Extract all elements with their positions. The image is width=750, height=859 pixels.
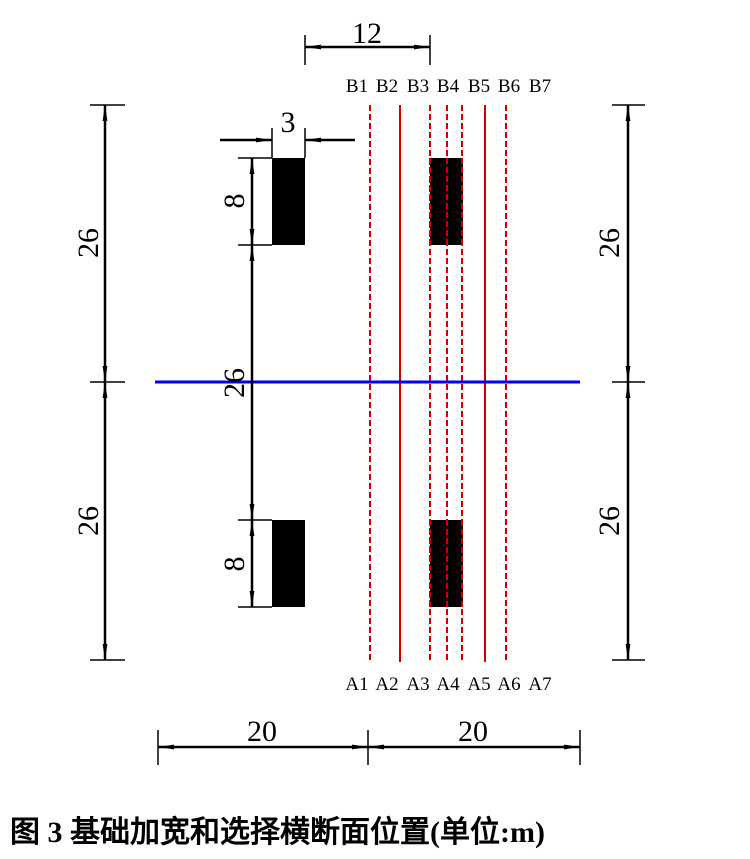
dim-label: 20 [247,715,277,748]
section-label: B5 [468,76,490,97]
dim-top: 12 [304,17,431,65]
section-label: A3 [406,674,429,695]
dim-left: 26 26 [72,104,125,661]
section-label: A6 [497,674,520,695]
section-labels: B1 B2 B3 B4 B5 B6 B7 A1 A2 A3 A4 A5 A6 A7 [345,76,551,695]
caption: 图 3 基础加宽和选择横断面位置(单位:m) [10,815,545,849]
dim-label: 8 [218,194,251,209]
dim-label: 26 [593,228,626,258]
dim-width: 3 [220,106,355,158]
section-label: B4 [437,76,460,97]
foundations [272,158,463,607]
dim-bottom: 20 20 [157,715,581,765]
dim-label: 26 [72,228,105,258]
dim-label: 20 [458,715,488,748]
section-label: B2 [376,76,398,97]
section-label: A7 [528,674,551,695]
dim-label: 8 [218,557,251,572]
dim-right: 26 26 [593,104,645,661]
dim-label: 26 [72,506,105,536]
dim-label: 12 [352,17,382,50]
dim-inner: 8 26 8 [218,157,272,608]
section-label: B7 [529,76,551,97]
section-label: A1 [345,674,368,695]
section-label: A2 [375,674,398,695]
dim-label: 26 [593,506,626,536]
dim-label: 3 [281,106,296,139]
section-label: B3 [407,76,429,97]
section-label: A4 [436,674,460,695]
section-label: B1 [346,76,368,97]
section-label: A5 [467,674,490,695]
dim-label: 26 [218,368,251,398]
section-label: B6 [498,76,520,97]
